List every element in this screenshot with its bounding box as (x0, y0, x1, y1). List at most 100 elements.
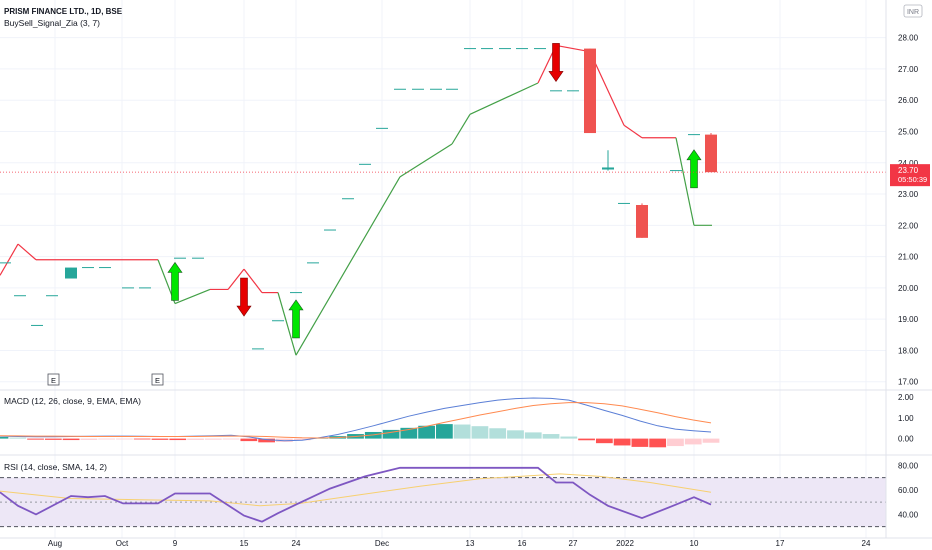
event-marker-box (47, 373, 60, 386)
trail-segment (451, 113, 471, 145)
last-price-value: 23.70 (898, 166, 919, 175)
y-axis-tick-label: 26.00 (898, 96, 919, 105)
y-axis-tick-label: 27.00 (898, 65, 919, 74)
macd-histogram-bar (80, 438, 98, 440)
time-axis[interactable]: Aug Oct 9 15 24 Dec 13 16 27 2022 10 17 24 (48, 539, 871, 548)
rsi-band-fill (0, 477, 886, 527)
macd-histogram-bar (27, 438, 44, 440)
macd-histogram-bar (560, 436, 578, 439)
last-price-badge-box (890, 164, 930, 187)
macd-histogram-bar (187, 438, 204, 440)
currency-badge-box (903, 4, 923, 18)
event-marker[interactable]: E (47, 373, 60, 386)
macd-histogram-bar (382, 429, 400, 439)
trail-segment (469, 82, 539, 115)
grid-lines (0, 0, 886, 538)
y-axis-tick-label: 2.00 (898, 393, 914, 402)
rsi-pane[interactable] (0, 466, 712, 523)
buy-signal-arrow[interactable] (686, 149, 702, 189)
price-axis[interactable]: 28.00 27.00 26.00 25.00 24.00 23.00 22.00 21.00… (898, 34, 919, 520)
trail-segment (174, 288, 211, 305)
candle-body[interactable] (602, 167, 614, 170)
chart-title: PRISM FINANCE LTD., 1D, BSE (4, 7, 123, 16)
macd-histogram-bar (667, 438, 684, 447)
y-axis-tick-label: 20.00 (898, 284, 919, 293)
macd-pane[interactable] (0, 397, 720, 448)
candle-body[interactable] (584, 48, 596, 134)
event-marker[interactable]: E (151, 373, 164, 386)
y-axis-tick-label: 17.00 (898, 378, 919, 387)
macd-histogram-bar (62, 438, 80, 441)
macd-histogram-bar (578, 438, 595, 441)
candle-body[interactable] (705, 134, 717, 173)
sell-signal-arrow[interactable] (548, 43, 564, 82)
macd-histogram-bar (684, 438, 702, 445)
x-axis-tick-label: 27 (569, 539, 578, 548)
macd-histogram-bar (169, 438, 187, 441)
macd-histogram-bar (542, 434, 560, 439)
indicator-legend[interactable]: BuySell_Signal_Zia (3, 7) (4, 18, 100, 28)
buy-signal-arrow[interactable] (288, 299, 304, 339)
x-axis-tick-label: Oct (116, 539, 129, 548)
macd-signal-line (0, 402, 712, 439)
last-price-countdown: 05:50:39 (898, 175, 927, 184)
sell-signal-arrow[interactable] (236, 277, 252, 317)
y-axis-tick-label: 23.00 (898, 190, 919, 199)
macd-histogram-bar (595, 438, 613, 444)
x-axis-tick-label: Dec (375, 539, 389, 548)
x-axis-tick-label: 15 (240, 539, 249, 548)
trail-segment (675, 137, 695, 226)
macd-histogram-bar (258, 438, 276, 443)
currency-label: INR (907, 9, 919, 16)
currency-badge[interactable]: INR (903, 4, 923, 18)
macd-histogram-bar (204, 438, 222, 440)
macd-histogram-bar (613, 438, 631, 446)
trail-segment (295, 176, 401, 356)
event-marker-label: E (51, 376, 56, 385)
y-axis-tick-label: 21.00 (898, 253, 919, 262)
x-axis-tick-label: Aug (48, 539, 62, 548)
macd-histogram-bar (702, 438, 720, 443)
macd-histogram-bar (293, 438, 311, 441)
candle-body[interactable] (636, 205, 648, 238)
macd-histogram-bar (98, 438, 116, 440)
y-axis-tick-label: 80.00 (898, 461, 919, 470)
macd-histogram-bar (489, 428, 507, 439)
candle-body[interactable] (65, 267, 77, 279)
y-axis-tick-label: 0.00 (898, 435, 914, 444)
x-axis-tick-label: 16 (518, 539, 527, 548)
macd-histogram-bar (240, 438, 258, 442)
x-axis-tick-label: 2022 (616, 539, 634, 548)
trail-segment (17, 243, 37, 261)
x-axis-tick-label: 17 (776, 539, 785, 548)
macd-legend[interactable]: MACD (12, 26, close, 9, EMA, EMA) (4, 396, 141, 406)
macd-histogram-bar (133, 438, 151, 440)
macd-histogram-bar (0, 436, 9, 439)
trail-segment (277, 292, 297, 356)
price-pane[interactable] (0, 43, 886, 356)
x-axis-tick-label: 9 (173, 539, 178, 548)
y-axis-tick-label: 25.00 (898, 127, 919, 136)
x-axis-tick-label: 24 (292, 539, 301, 548)
buy-signal-arrow[interactable] (167, 261, 183, 301)
x-axis-tick-label: 13 (466, 539, 475, 548)
rsi-legend[interactable]: RSI (14, close, SMA, 14, 2) (4, 462, 107, 472)
macd-histogram-bar (471, 426, 489, 439)
y-axis-tick-label: 60.00 (898, 486, 919, 495)
macd-histogram-bar (222, 438, 240, 440)
rsi-ma-line (0, 473, 712, 507)
macd-histogram-bar (151, 438, 169, 440)
y-axis-tick-label: 40.00 (898, 510, 919, 519)
trail-segment (243, 268, 263, 293)
macd-histogram-bar (453, 424, 471, 439)
macd-histogram-bar (649, 438, 667, 448)
event-marker-label: E (155, 376, 160, 385)
y-axis-tick-label: 22.00 (898, 221, 919, 230)
macd-histogram-bar (507, 430, 524, 439)
x-axis-tick-label: 24 (862, 539, 871, 548)
x-axis-tick-label: 10 (690, 539, 699, 548)
rsi-band (0, 477, 886, 528)
trail-segment (227, 268, 245, 290)
